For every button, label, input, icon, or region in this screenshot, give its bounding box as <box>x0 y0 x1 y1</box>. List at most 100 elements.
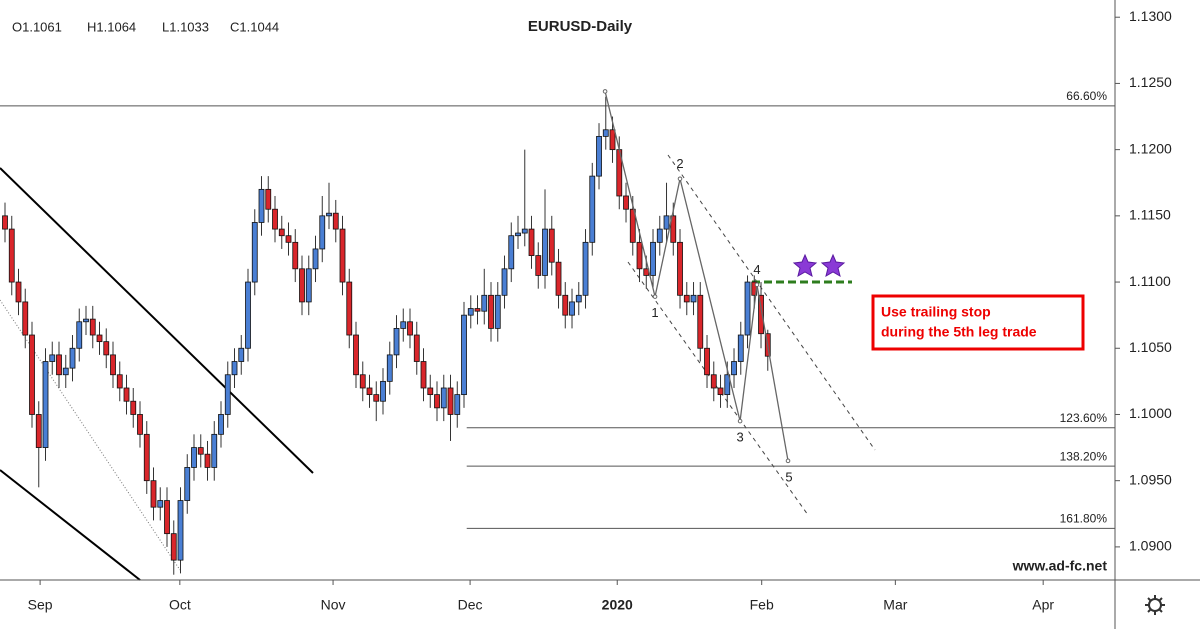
wave-point <box>754 282 760 288</box>
candle-body <box>191 447 197 468</box>
candle-body <box>319 215 326 250</box>
settings-icon[interactable] <box>1145 595 1165 615</box>
note-box <box>871 294 1085 351</box>
candle-body <box>380 380 386 402</box>
candle-body <box>609 129 616 151</box>
candle-body <box>204 453 211 468</box>
candle-body <box>312 248 319 270</box>
x-tick-label: Mar <box>883 597 907 613</box>
candle-body <box>373 394 380 402</box>
candle-body <box>278 228 285 237</box>
candle-body <box>292 241 299 270</box>
candle-body <box>231 361 238 376</box>
y-tick-label: 1.0900 <box>1129 538 1172 554</box>
candle-body <box>123 387 130 402</box>
y-tick-label: 1.0950 <box>1129 471 1172 487</box>
candle-body <box>238 347 245 362</box>
candle-body <box>96 334 103 343</box>
candle-body <box>542 228 548 276</box>
ohlc-close: C1.1044 <box>230 19 279 34</box>
candle-body <box>49 354 56 362</box>
candle-body <box>481 294 488 312</box>
y-tick-label: 1.1000 <box>1129 405 1172 421</box>
candle-body <box>731 361 737 376</box>
candle-body <box>22 301 29 336</box>
y-tick-label: 1.1250 <box>1129 74 1172 90</box>
candle-body <box>150 480 157 508</box>
candle-body <box>143 433 150 482</box>
wave-point <box>652 294 658 299</box>
candle-body <box>697 294 704 349</box>
ohlc-low: L1.1033 <box>162 19 209 34</box>
wave-label: 5 <box>785 469 792 484</box>
candle-body <box>299 268 305 303</box>
candle-body <box>339 228 346 283</box>
y-tick-label: 1.1050 <box>1129 339 1172 355</box>
trend-line <box>0 167 314 474</box>
candle-body <box>211 433 218 468</box>
candle-body <box>197 447 204 455</box>
wave-label: 4 <box>753 262 760 277</box>
x-tick-label: Apr <box>1032 597 1054 613</box>
x-tick-label: 2020 <box>602 597 633 613</box>
candle-body <box>137 414 143 435</box>
candle-body <box>2 215 8 230</box>
candle-body <box>116 374 123 389</box>
candle-body <box>42 361 49 448</box>
candle-body <box>602 129 609 137</box>
candle-body <box>272 208 278 230</box>
candle-body <box>8 228 15 283</box>
candle-body <box>393 328 400 356</box>
candle-body <box>582 241 589 296</box>
wave-point <box>677 176 683 182</box>
candle-body <box>555 261 562 296</box>
candle-body <box>636 241 643 270</box>
candle-body <box>407 321 413 336</box>
gear-teeth[interactable] <box>1145 595 1165 615</box>
ohlc-high: H1.1064 <box>87 19 136 34</box>
candle-body <box>737 334 744 362</box>
candle-body <box>366 387 373 396</box>
candle-body <box>170 533 177 561</box>
candle-body <box>157 500 164 508</box>
candle-body <box>548 228 555 263</box>
candle-body <box>744 281 751 336</box>
candle-body <box>569 301 575 316</box>
candle-body <box>650 241 656 276</box>
candle-body <box>447 387 454 415</box>
candle-body <box>103 341 110 356</box>
wave-path <box>604 91 789 461</box>
x-tick-label: Dec <box>458 597 483 613</box>
candle-body <box>413 334 420 362</box>
candle-body <box>427 387 434 396</box>
wave-label: 1 <box>651 305 658 320</box>
candle-body <box>359 374 366 389</box>
candle-body <box>717 387 724 396</box>
candle-body <box>15 281 22 303</box>
fib-level-label: 123.60% <box>1060 411 1108 425</box>
wave-label: 2 <box>676 156 683 171</box>
candle-body <box>89 318 96 336</box>
candle-body <box>623 195 629 210</box>
candle-body <box>332 212 339 230</box>
candle-body <box>690 294 697 303</box>
chart-title: EURUSD-Daily <box>528 18 633 35</box>
candle-body <box>285 235 292 243</box>
candle-body <box>656 228 663 243</box>
candle-body <box>386 354 393 382</box>
candle-body <box>724 374 731 396</box>
x-tick-label: Oct <box>169 597 191 613</box>
candle-body <box>305 268 312 303</box>
candle-body <box>29 334 35 415</box>
candle-body <box>353 334 359 376</box>
x-tick-label: Feb <box>750 597 774 613</box>
candle-body <box>56 354 62 376</box>
wave-label: 3 <box>736 430 743 445</box>
x-tick-label: Nov <box>321 597 346 613</box>
y-tick-label: 1.1150 <box>1129 207 1171 223</box>
candle-body <box>515 232 521 237</box>
candle-body <box>62 367 69 376</box>
fib-level-label: 66.60% <box>1066 89 1107 103</box>
candle-body <box>164 500 170 535</box>
